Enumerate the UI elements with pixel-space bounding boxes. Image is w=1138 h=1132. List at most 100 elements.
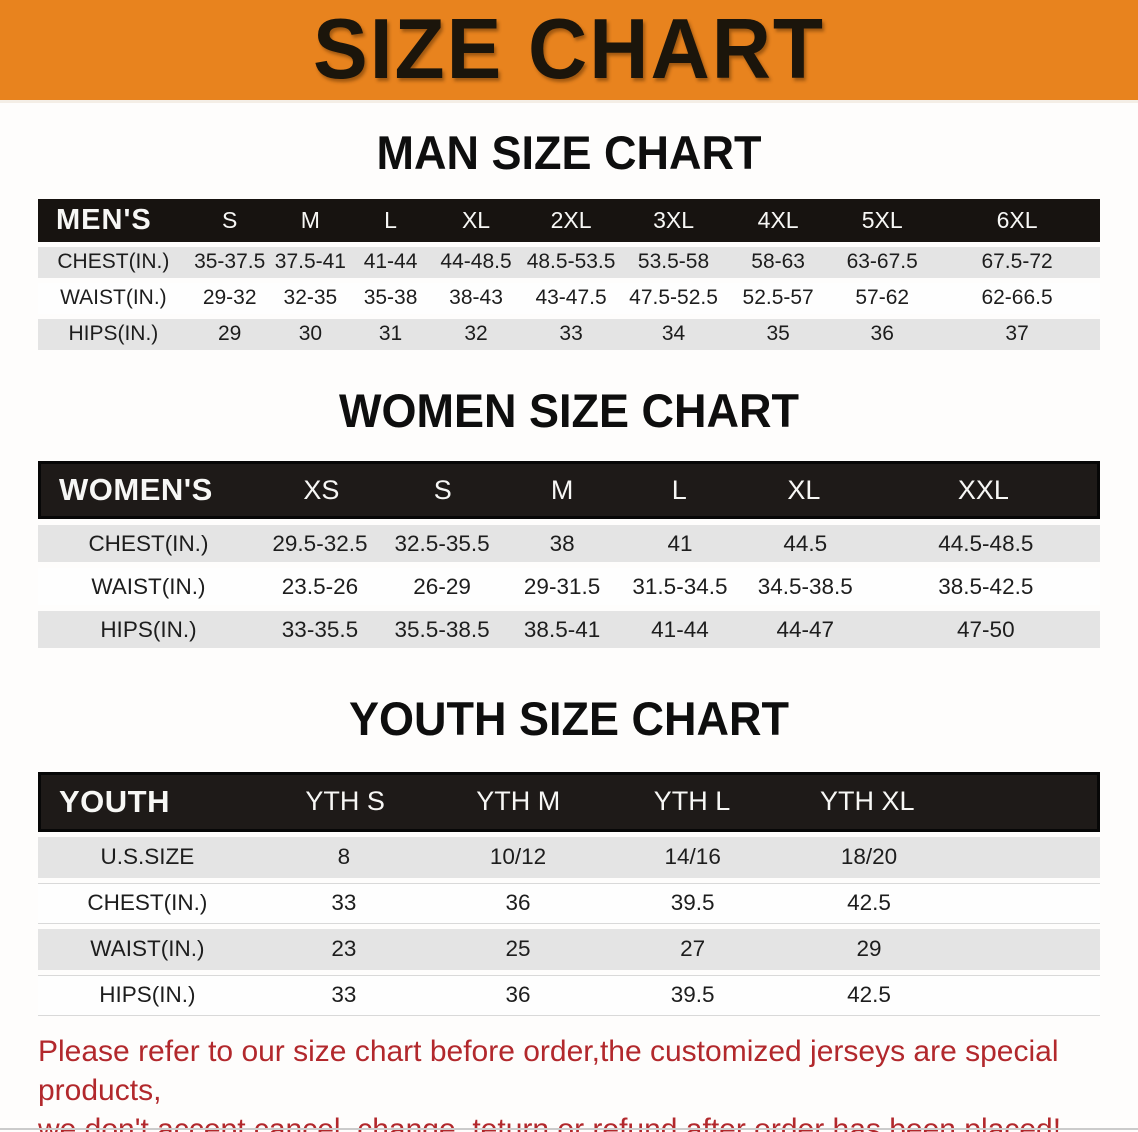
section-women: WOMEN SIZE CHART WOMEN'S XS S M L XL XXL CHEST(… xyxy=(0,383,1138,648)
size-column-header: YTH L xyxy=(653,786,731,816)
men-size-table: MEN'S S M L XL 2XL 3XL 4XL 5XL 6XL CHEST(IN.) 35-37… xyxy=(38,198,1100,350)
size-value: 44.5-48.5 xyxy=(938,530,1034,556)
banner-title: SIZE CHART xyxy=(313,2,825,97)
size-value: 39.5 xyxy=(670,890,715,915)
table-row: HIPS(IN.) 33 36 39.5 42.5 xyxy=(38,974,1100,1016)
size-value: 35-37.5 xyxy=(194,250,266,273)
size-value: 36 xyxy=(505,890,531,915)
size-value: 29 xyxy=(856,936,882,961)
size-value: 37.5-41 xyxy=(274,250,346,273)
size-value: 42.5 xyxy=(847,982,891,1007)
size-value: 14/16 xyxy=(664,844,721,869)
size-value: 53.5-58 xyxy=(637,250,710,273)
size-column-header: M xyxy=(550,474,574,505)
size-value: 18/20 xyxy=(840,844,898,869)
size-value: 36 xyxy=(505,982,531,1007)
size-value: 38 xyxy=(549,530,575,556)
size-value: 62-66.5 xyxy=(981,286,1053,309)
size-value: 35-38 xyxy=(363,286,418,309)
size-column-header: XL xyxy=(787,474,821,505)
size-value: 33 xyxy=(331,890,357,915)
size-column-header: S xyxy=(433,474,452,505)
row-label: CHEST(IN.) xyxy=(57,250,170,273)
table-row: HIPS(IN.) 29 30 31 32 33 34 35 36 37 xyxy=(38,318,1100,350)
row-label: HIPS(IN.) xyxy=(99,982,196,1007)
row-label: WAIST(IN.) xyxy=(91,573,206,599)
size-value: 48.5-53.5 xyxy=(526,250,616,273)
size-column-header: YTH M xyxy=(476,786,561,816)
size-value: 34.5-38.5 xyxy=(757,573,853,599)
size-value: 26-29 xyxy=(413,573,471,599)
size-value: 47.5-52.5 xyxy=(629,286,718,309)
row-label: CHEST(IN.) xyxy=(87,890,208,915)
table-header-row: MEN'S S M L XL 2XL 3XL 4XL 5XL 6XL xyxy=(38,198,1100,242)
size-value: 23.5-26 xyxy=(281,573,359,599)
size-value: 29-31.5 xyxy=(523,573,601,599)
row-label: CHEST(IN.) xyxy=(88,530,209,556)
size-value: 63-67.5 xyxy=(846,250,918,273)
size-value: 33 xyxy=(331,982,357,1007)
size-column-header: 2XL xyxy=(550,206,592,233)
section-youth: YOUTH SIZE CHART YOUTH YTH S YTH M YTH L YTH… xyxy=(0,691,1138,1016)
footer-note: Please refer to our size chart before or… xyxy=(38,1032,1102,1132)
size-value: 31 xyxy=(378,322,403,345)
size-value: 47-50 xyxy=(957,616,1015,642)
table-row: WAIST(IN.) 29-32 32-35 35-38 38-43 43-47.5 47.… xyxy=(38,282,1100,314)
size-value: 29-32 xyxy=(202,286,257,309)
size-value: 29 xyxy=(218,322,242,345)
size-value: 42.5 xyxy=(847,890,891,915)
size-value: 57-62 xyxy=(855,286,910,309)
row-label: WAIST(IN.) xyxy=(90,936,205,961)
table-row: CHEST(IN.) 35-37.5 37.5-41 41-44 44-48.5 48.5… xyxy=(38,246,1100,278)
banner: SIZE CHART xyxy=(0,0,1138,103)
size-column-header: XXL xyxy=(957,474,1009,505)
size-value: 23 xyxy=(331,936,357,961)
size-value: 38-43 xyxy=(449,286,503,309)
size-column-header: 6XL xyxy=(996,206,1038,233)
size-value: 39.5 xyxy=(670,982,715,1007)
youth-section-heading: YOUTH SIZE CHART xyxy=(348,691,789,746)
size-value: 27 xyxy=(680,936,706,961)
size-value: 35 xyxy=(766,322,790,345)
size-value: 41-44 xyxy=(651,616,709,642)
size-value: 31.5-34.5 xyxy=(632,573,728,599)
women-section-heading: WOMEN SIZE CHART xyxy=(339,383,799,437)
size-value: 30 xyxy=(298,322,323,345)
size-value: 35.5-38.5 xyxy=(394,616,490,642)
table-row: U.S.SIZE 8 10/12 14/16 18/20 xyxy=(38,836,1100,878)
size-value: 32.5-35.5 xyxy=(394,530,490,556)
size-value: 58-63 xyxy=(751,250,805,273)
size-column-header: 3XL xyxy=(653,206,695,233)
table-row: CHEST(IN.) 29.5-32.5 32.5-35.5 38 41 44.5 44.5… xyxy=(38,525,1100,562)
size-value: 33 xyxy=(559,322,583,345)
size-value: 25 xyxy=(505,936,531,961)
size-value: 38.5-41 xyxy=(523,616,601,642)
bottom-divider xyxy=(0,1128,1138,1130)
table-row: HIPS(IN.) 33-35.5 35.5-38.5 38.5-41 41-44 44-… xyxy=(38,611,1100,648)
size-value: 37 xyxy=(1005,322,1029,345)
section-men: MAN SIZE CHART MEN'S S M L XL 2XL 3XL 4XL 5XL 6XL… xyxy=(0,125,1138,350)
size-value: 38.5-42.5 xyxy=(938,573,1034,599)
table-row: WAIST(IN.) 23.5-26 26-29 29-31.5 31.5-34.5 34… xyxy=(38,568,1100,605)
table-title-cell: MEN'S xyxy=(56,203,152,236)
size-column-header: L xyxy=(384,206,397,233)
youth-size-table: YOUTH YTH S YTH M YTH L YTH XL U.S.SIZE 8 10/12… xyxy=(38,771,1100,1016)
table-title-cell: WOMEN'S xyxy=(59,472,213,507)
size-column-header: XS xyxy=(303,474,340,505)
size-column-header: M xyxy=(300,206,320,233)
size-value: 10/12 xyxy=(489,844,547,869)
size-value: 34 xyxy=(661,322,686,345)
size-value: 29.5-32.5 xyxy=(272,530,368,556)
table-row: WAIST(IN.) 23 25 27 29 xyxy=(38,928,1100,970)
men-section-heading: MAN SIZE CHART xyxy=(376,125,762,180)
size-value: 41 xyxy=(667,530,693,556)
size-column-header: S xyxy=(222,206,238,233)
size-column-header: YTH S xyxy=(305,786,385,816)
size-value: 52.5-57 xyxy=(742,286,814,309)
size-value: 32-35 xyxy=(283,286,338,309)
size-column-header: L xyxy=(671,474,687,505)
footer-line-1: Please refer to our size chart before or… xyxy=(38,1034,1059,1107)
table-header-row: WOMEN'S XS S M L XL XXL xyxy=(38,461,1100,519)
table-header-row: YOUTH YTH S YTH M YTH L YTH XL xyxy=(38,771,1100,832)
